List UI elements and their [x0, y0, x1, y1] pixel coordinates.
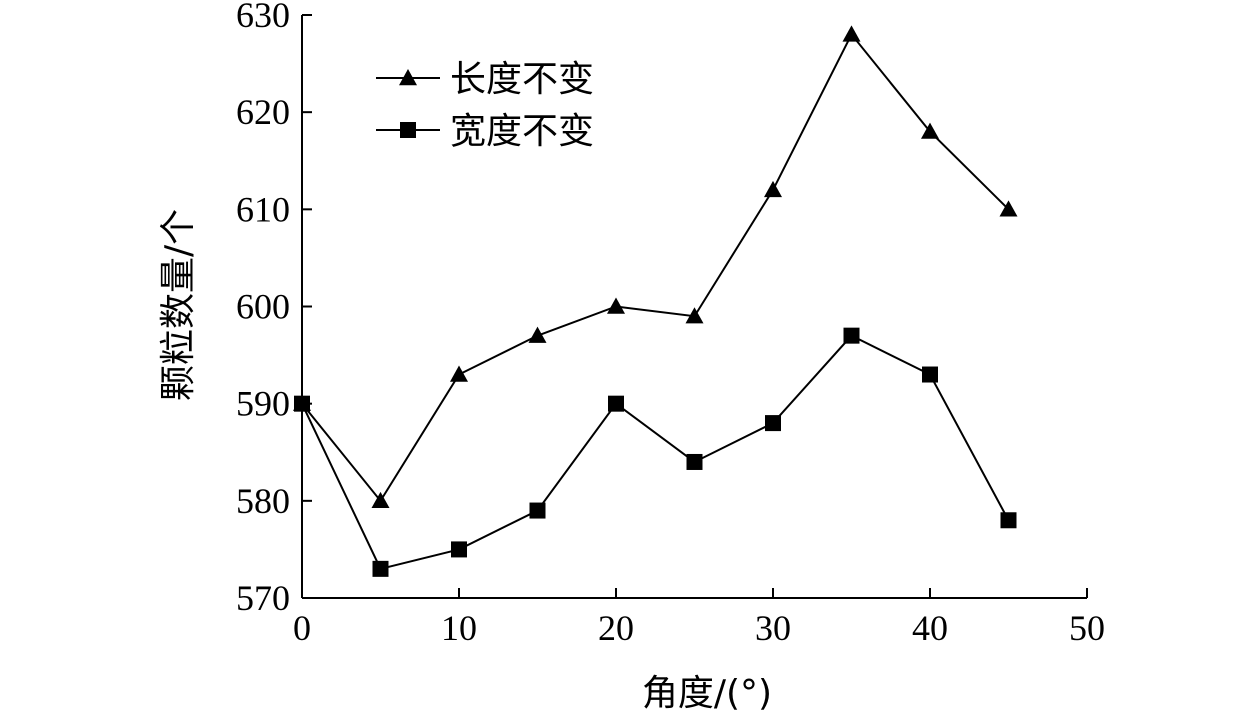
y-tick-label: 570: [236, 578, 290, 618]
y-tick-label: 620: [236, 92, 290, 132]
data-point-triangle: [607, 297, 625, 314]
y-axis-ticks: 570 580 590 600 610 620 630: [236, 0, 312, 618]
y-tick-label: 630: [236, 0, 290, 35]
series-line: [301, 32, 1010, 503]
data-point-triangle: [371, 491, 390, 509]
data-point-triangle: [685, 307, 704, 324]
data-point-triangle: [764, 180, 782, 198]
data-point-triangle: [399, 69, 417, 86]
data-point-triangle: [528, 326, 547, 343]
data-point-square: [372, 560, 389, 577]
x-axis-ticks: 0 10 20 30 40 50: [293, 588, 1105, 648]
data-point-triangle: [842, 25, 861, 42]
data-point-triangle: [921, 122, 939, 139]
y-axis-title: 颗粒数量/个: [158, 209, 199, 401]
data-point-square: [400, 122, 416, 138]
data-point-square: [294, 395, 310, 412]
x-tick-label: 50: [1069, 608, 1105, 648]
data-point-square: [765, 415, 781, 432]
data-point-square: [608, 395, 624, 412]
axes: [301, 15, 1087, 599]
x-axis-title: 角度/(°): [642, 673, 772, 714]
y-tick-label: 580: [236, 481, 290, 521]
x-tick-label: 10: [441, 608, 477, 648]
legend-label: 宽度不变: [450, 111, 594, 152]
y-tick-label: 610: [236, 189, 290, 229]
data-point-square: [686, 453, 703, 470]
legend-label: 长度不变: [450, 59, 594, 100]
x-tick-label: 40: [912, 608, 948, 648]
legend-item-2: 宽度不变: [376, 111, 594, 152]
y-tick-label: 590: [236, 384, 290, 424]
legend-item-1: 长度不变: [376, 59, 594, 100]
data-point-triangle: [450, 365, 468, 382]
x-tick-label: 0: [293, 608, 311, 648]
x-tick-label: 20: [598, 608, 634, 648]
data-point-square: [451, 541, 467, 558]
series-1: [293, 25, 1018, 509]
data-point-square: [529, 502, 546, 519]
data-point-triangle: [999, 200, 1018, 217]
data-point-square: [1000, 512, 1017, 529]
series-layer: [293, 25, 1018, 577]
x-tick-label: 30: [755, 608, 791, 648]
data-point-square: [843, 327, 860, 344]
y-tick-label: 600: [236, 287, 290, 327]
data-point-square: [922, 366, 938, 383]
series-2: [294, 327, 1017, 577]
series-line: [301, 334, 1010, 571]
